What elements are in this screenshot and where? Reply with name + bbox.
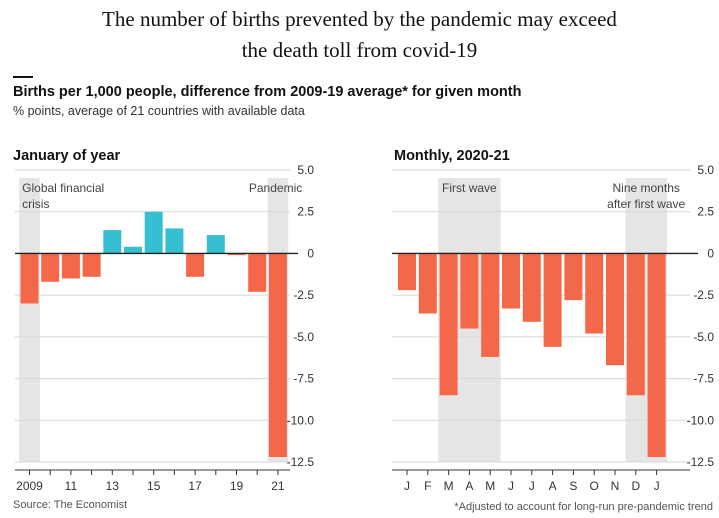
y-tick-label: -7.5 [293,372,314,386]
bar-monthly-Jan [647,253,666,457]
x-tick-label: J [654,479,660,493]
x-tick-label: 15 [147,479,161,493]
x-tick-label: A [549,479,557,493]
source-note: Source: The Economist [13,499,128,511]
x-tick-label: F [424,479,431,493]
x-tick-label: M [444,479,454,493]
bar-january-2020 [248,253,267,292]
bar-january-2019 [227,253,246,256]
annotation-shade [19,178,40,462]
y-tick-label: -10.0 [287,413,315,427]
bar-january-2013 [103,230,122,254]
chart-subtitle: Births per 1,000 people, difference from… [13,84,522,100]
y-tick-label: -10.0 [687,413,715,427]
chart-panel-monthly: First wave Nine months after first wave 5.0… [392,163,714,493]
x-tick-label: J [508,479,514,493]
y-tick-label: 5.0 [697,163,714,177]
bar-january-2012 [82,253,101,277]
bar-january-2018 [206,235,225,254]
y-tick-label: -5.0 [693,330,714,344]
bar-january-2016 [165,228,184,254]
bar-monthly-Jan [398,253,416,291]
annotation-label: First wave [442,181,497,195]
chart-subnote: % points, average of 21 countries with a… [13,104,305,118]
bar-january-2011 [61,253,80,279]
x-tick-label: M [485,479,495,493]
annotation-label: after first wave [607,197,685,211]
bar-monthly-Apr [460,253,479,329]
x-tick-label: N [611,479,620,493]
bar-monthly-Aug [543,253,562,347]
x-tick-label: 11 [65,479,78,493]
x-tick-label: D [631,479,640,493]
bar-january-2009 [20,253,39,304]
x-tick-label: 2009 [16,479,43,493]
y-tick-label: -12.5 [287,455,315,469]
y-tick-label: -2.5 [293,288,314,302]
x-tick-label: 21 [271,479,285,493]
x-tick-label: S [569,479,577,493]
bar-monthly-Feb [418,253,437,314]
bar-january-2015 [144,211,163,254]
y-tick-label: 0 [307,246,314,260]
chart-title-line-1: The number of births prevented by the pa… [102,7,617,31]
bar-january-2021 [268,253,287,457]
bar-monthly-May [481,253,500,357]
footnote: *Adjusted to account for long-run pre-pa… [454,501,713,513]
annotation-label: Pandemic [249,181,302,195]
bar-monthly-Sep [564,253,583,301]
y-tick-label: 2.5 [297,205,314,219]
x-tick-label: O [590,479,599,493]
x-tick-label: 19 [230,479,244,493]
bar-january-2010 [41,253,60,282]
bar-monthly-Mar [439,253,458,396]
x-tick-label: A [465,479,473,493]
chart-title-line-2: the death toll from covid-19 [241,38,478,62]
annotation-label: Global financial [22,181,104,195]
y-tick-label: -12.5 [687,455,715,469]
chart-title: The number of births prevented by the pa… [0,4,719,66]
y-tick-label: 5.0 [297,163,314,177]
bar-january-2017 [186,253,205,277]
annotation-label: Nine months [613,181,680,195]
annotation-label: crisis [22,197,49,211]
y-tick-label: 2.5 [697,205,714,219]
x-tick-label: 17 [188,479,202,493]
header-rule [13,76,33,78]
x-tick-label: J [529,479,535,493]
y-tick-label: -7.5 [693,372,714,386]
bar-monthly-Oct [585,253,604,334]
chart-panel-january: Global financial crisis Pandemic 5.0 2.5 0 -2.… [15,163,314,493]
y-tick-label: -2.5 [693,288,714,302]
y-tick-label: -5.0 [293,330,314,344]
bar-monthly-Nov [606,253,624,366]
bar-monthly-Jul [522,253,541,322]
bar-january-2014 [124,246,142,254]
y-tick-label: 0 [707,246,714,260]
bar-monthly-Dec [626,253,645,396]
bar-monthly-Jun [502,253,520,309]
panel-title-january: January of year [13,148,121,164]
x-tick-label: 13 [106,479,120,493]
panel-title-monthly: Monthly, 2020-21 [394,148,510,164]
x-tick-label: J [404,479,410,493]
